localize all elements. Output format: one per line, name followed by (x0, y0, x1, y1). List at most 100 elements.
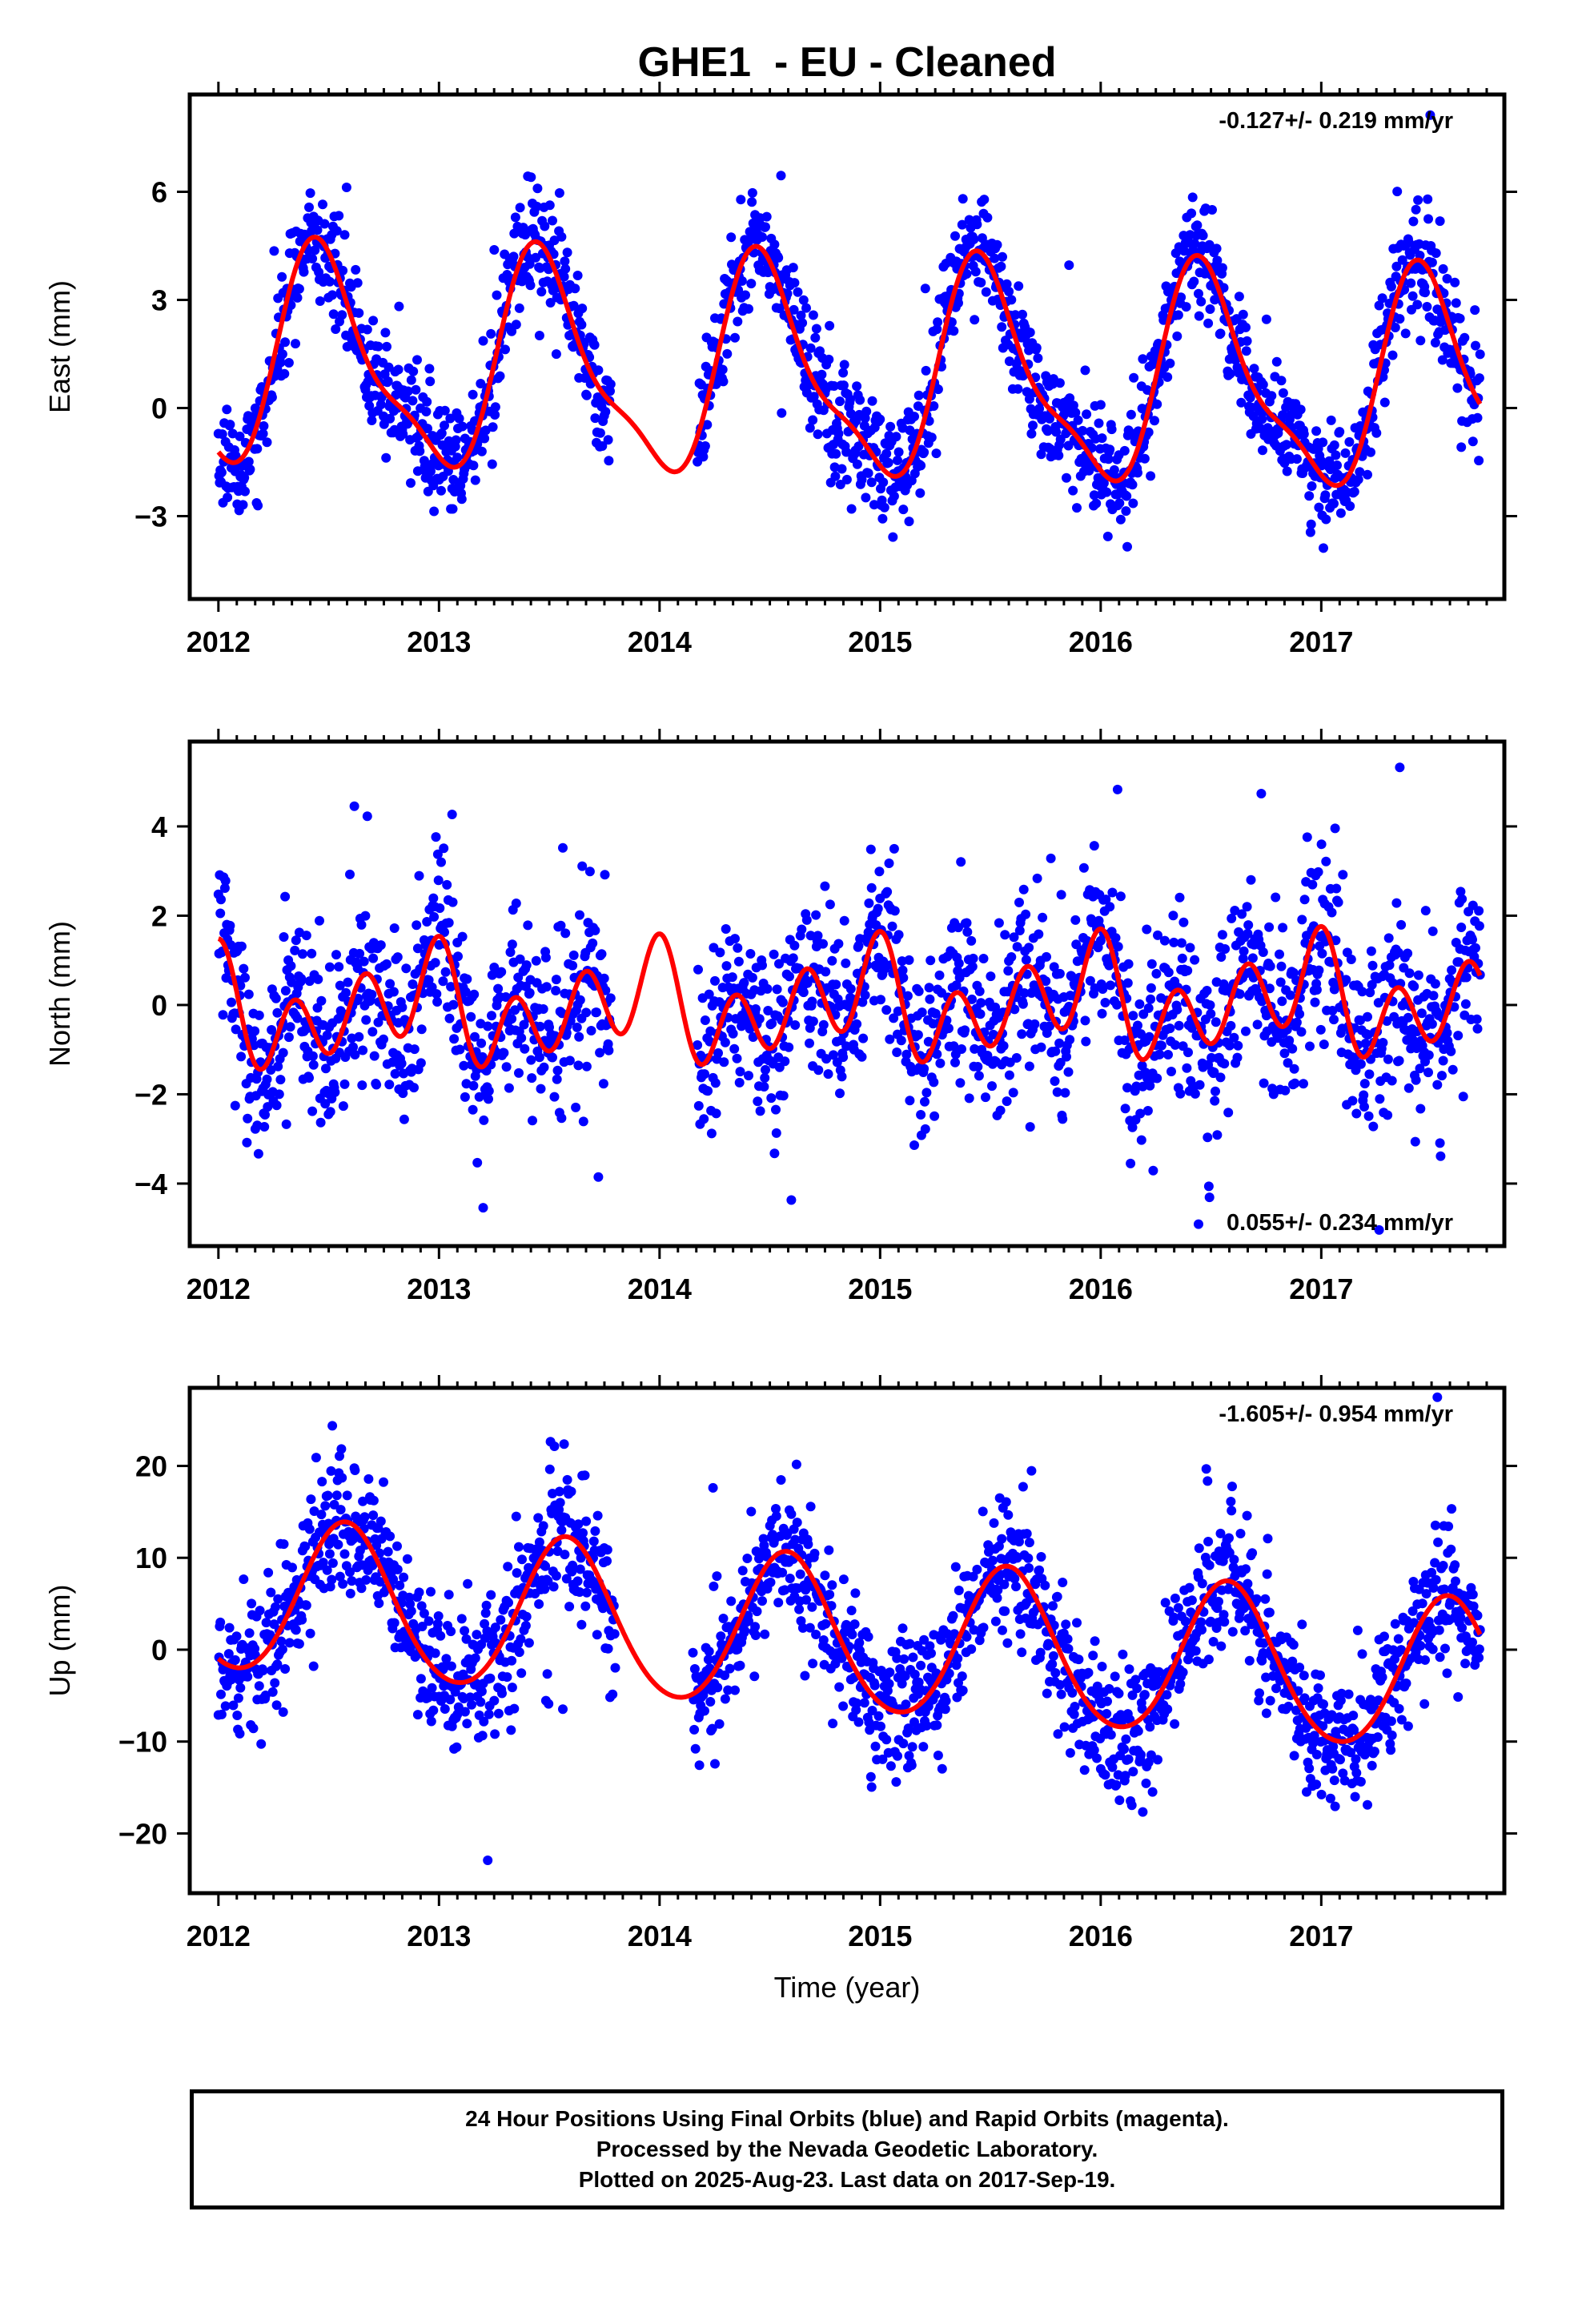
data-point (460, 1092, 470, 1102)
data-point (1455, 313, 1465, 324)
data-point (511, 899, 521, 908)
data-point (263, 1567, 274, 1578)
data-point (1019, 988, 1030, 998)
data-point (1458, 1092, 1468, 1102)
data-point (433, 1611, 444, 1621)
data-point (778, 1091, 789, 1101)
data-point (279, 1539, 289, 1550)
data-point (718, 1614, 729, 1623)
data-point (1327, 907, 1337, 918)
data-point (233, 1693, 243, 1703)
data-point (1456, 442, 1467, 452)
data-point (1329, 498, 1339, 509)
data-point (1212, 1130, 1223, 1140)
data-point (478, 336, 488, 346)
data-point (1409, 981, 1419, 991)
data-point (1004, 1070, 1014, 1080)
data-point (951, 980, 962, 991)
data-point (845, 983, 856, 994)
data-point (857, 475, 867, 485)
data-point (290, 945, 300, 955)
data-point (1127, 480, 1138, 490)
data-point (220, 1701, 231, 1711)
data-point (893, 455, 902, 465)
data-point (855, 395, 865, 405)
data-point (308, 1661, 319, 1671)
data-point (460, 987, 471, 997)
data-point (1177, 953, 1187, 963)
data-point (846, 1606, 857, 1615)
data-point (312, 1003, 323, 1013)
data-point (1166, 1067, 1176, 1076)
data-point (382, 341, 391, 352)
data-point (504, 1083, 514, 1093)
data-point (1165, 1023, 1175, 1034)
data-point (771, 1128, 781, 1138)
data-point (732, 1053, 742, 1063)
data-point (921, 1720, 932, 1731)
data-point (1072, 503, 1082, 513)
data-point (581, 1007, 592, 1018)
data-point (1036, 449, 1046, 460)
data-point (1136, 1135, 1146, 1145)
x-tick-label: 2017 (1289, 1273, 1353, 1305)
data-point (1447, 1064, 1458, 1075)
data-point (496, 967, 507, 977)
data-point (798, 295, 809, 305)
data-point (889, 491, 899, 501)
data-point (520, 1043, 530, 1054)
data-point (1031, 343, 1042, 353)
data-point (792, 1518, 802, 1528)
data-point (312, 225, 323, 235)
data-point (590, 413, 600, 424)
data-point (1139, 453, 1150, 464)
data-point (1307, 481, 1317, 491)
data-point (493, 983, 504, 994)
data-point (265, 1630, 275, 1640)
data-point (986, 971, 996, 982)
data-point (709, 1581, 719, 1591)
data-point (479, 1716, 489, 1727)
data-point (479, 1115, 489, 1125)
data-point (483, 1021, 493, 1031)
data-point (950, 1629, 960, 1639)
data-point (361, 1015, 371, 1025)
data-point (559, 271, 569, 282)
data-point (393, 364, 404, 375)
data-point (1163, 1050, 1173, 1059)
data-point (338, 265, 348, 275)
data-point (514, 1542, 524, 1552)
data-point (403, 386, 413, 396)
data-point (966, 935, 977, 946)
data-point (710, 1078, 721, 1088)
data-point (592, 1630, 602, 1640)
data-point (503, 1562, 513, 1572)
data-point (225, 420, 235, 430)
data-point (1144, 1031, 1154, 1042)
data-point (315, 915, 324, 926)
data-point (1390, 323, 1400, 332)
data-point (507, 1655, 517, 1666)
data-point (1211, 1017, 1221, 1027)
data-point (481, 1600, 492, 1610)
data-point (866, 1782, 877, 1792)
x-tick-label: 2013 (407, 625, 471, 658)
data-point (318, 1558, 328, 1568)
data-point (717, 364, 728, 375)
data-point (1119, 445, 1130, 456)
data-point (727, 972, 737, 983)
data-point (1247, 402, 1257, 412)
data-point (444, 918, 454, 928)
data-point (480, 1618, 490, 1629)
data-point (821, 1618, 831, 1629)
data-point (1351, 1108, 1362, 1119)
data-point (704, 1647, 714, 1657)
data-point (936, 1634, 946, 1645)
data-point (950, 231, 960, 241)
data-point (1326, 415, 1336, 425)
data-point (1185, 943, 1195, 953)
data-point (858, 1033, 869, 1043)
data-point (690, 1743, 701, 1754)
x-tick-label: 2014 (628, 1273, 692, 1305)
data-point (1194, 1219, 1203, 1229)
